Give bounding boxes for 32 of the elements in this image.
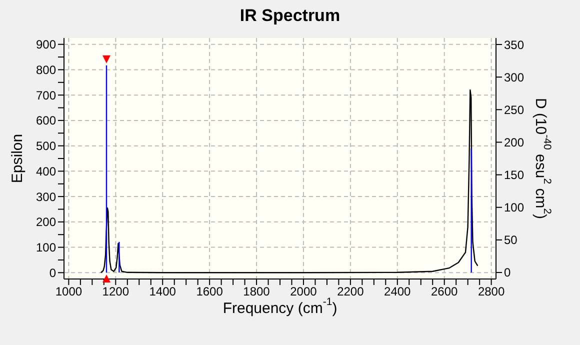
y-tick-label: 700 [36,88,56,102]
x-tick-label: 1800 [243,284,270,299]
y-tick-label: 0 [49,266,56,280]
y-tick-label: 200 [36,215,56,230]
y2-tick-label: 150 [504,168,524,182]
x-tick-label: 2000 [290,284,318,299]
y-tick-label: 800 [36,62,56,77]
x-tick-label: 1000 [55,284,82,299]
y-tick-label: 300 [36,190,56,204]
x-tick-label: 1200 [102,284,130,299]
x-tick-label: 2800 [478,284,505,299]
y2-tick-label: 250 [504,102,524,117]
x-axis-title: Frequency (cm$^{-1}$) [222,296,338,316]
x-tick-label: 2400 [384,284,412,299]
x-tick-label: 2600 [430,284,458,299]
y-tick-label: 400 [36,164,56,178]
x-tick-label: 2200 [337,284,364,299]
y-tick-label: 600 [36,114,56,128]
x-tick-label: 1400 [149,284,176,299]
y-tick-label: 100 [36,240,56,255]
y2-tick-label: 300 [504,70,524,84]
chart-title: IR Spectrum [238,6,342,26]
y2-tick-label: 50 [504,233,518,248]
line-series [100,89,478,274]
y2-tick-label: 100 [504,200,524,215]
y-tick-label: 500 [36,139,56,154]
y-tick-label: 900 [36,38,56,52]
x-tick-label: 1600 [196,284,224,299]
y2-tick-label: 200 [504,135,524,150]
y-axis-title: Epsilon [8,134,26,184]
y2-tick-label: 350 [504,38,524,52]
y2-tick-label: 0 [504,266,511,280]
